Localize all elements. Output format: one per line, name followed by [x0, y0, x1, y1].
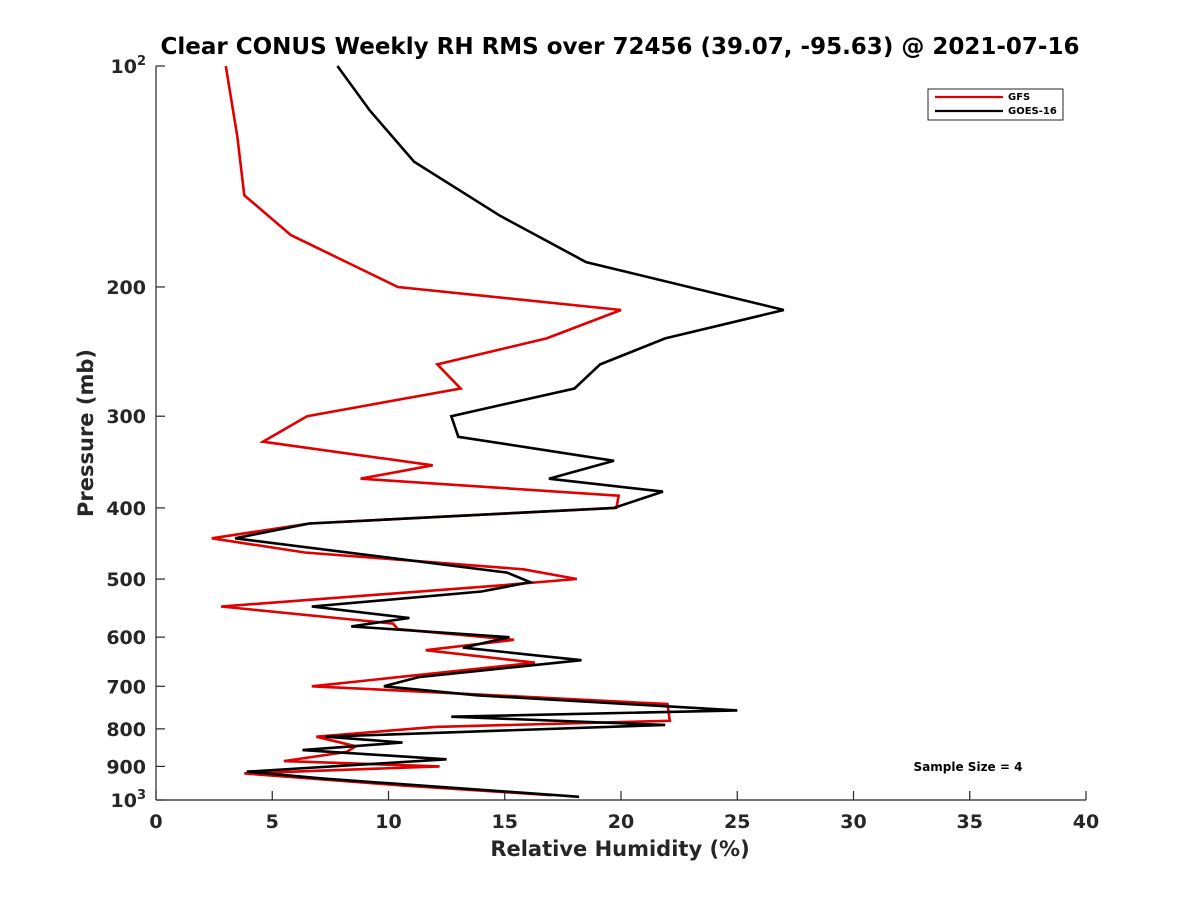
chart-title: Clear CONUS Weekly RH RMS over 72456 (39… — [161, 34, 1080, 60]
legend-label-goes16: GOES-16 — [1008, 106, 1057, 117]
y-tick-label: 300 — [106, 406, 146, 428]
sample-size-annotation: Sample Size = 4 — [914, 760, 1023, 774]
x-axis-label: Relative Humidity (%) — [490, 837, 749, 861]
x-tick-label: 25 — [724, 811, 750, 833]
y-axis-label: Pressure (mb) — [74, 349, 98, 517]
y-tick-label: 102 — [111, 54, 147, 78]
y-ticks: 102 200 300 400 500 600 700 800 900 103 — [106, 54, 165, 812]
x-tick-label: 10 — [375, 811, 401, 833]
y-tick-label: 900 — [106, 756, 146, 778]
y-tick-label: 500 — [106, 569, 146, 591]
y-tick-label: 700 — [106, 676, 146, 698]
x-tick-label: 20 — [608, 811, 634, 833]
legend: GFS GOES-16 — [927, 88, 1064, 121]
x-tick-label: 40 — [1073, 811, 1099, 833]
x-ticks: 0 5 10 15 20 25 30 35 40 — [149, 791, 1099, 833]
plot-area-frame — [156, 66, 1086, 800]
y-tick-label: 800 — [106, 719, 146, 741]
y-tick-label: 400 — [106, 498, 146, 520]
x-tick-label: 5 — [266, 811, 279, 833]
y-tick-label: 103 — [111, 788, 147, 812]
y-tick-label: 600 — [106, 627, 146, 649]
legend-box — [927, 88, 1064, 121]
y-tick-label: 200 — [106, 277, 146, 299]
series-line-gfs — [211, 65, 672, 797]
legend-label-gfs: GFS — [1008, 92, 1030, 103]
x-tick-label: 15 — [492, 811, 518, 833]
x-tick-label: 0 — [149, 811, 162, 833]
plot-lines — [211, 65, 785, 799]
series-line-goes16 — [234, 65, 785, 799]
x-tick-label: 35 — [957, 811, 983, 833]
x-tick-label: 30 — [840, 811, 866, 833]
